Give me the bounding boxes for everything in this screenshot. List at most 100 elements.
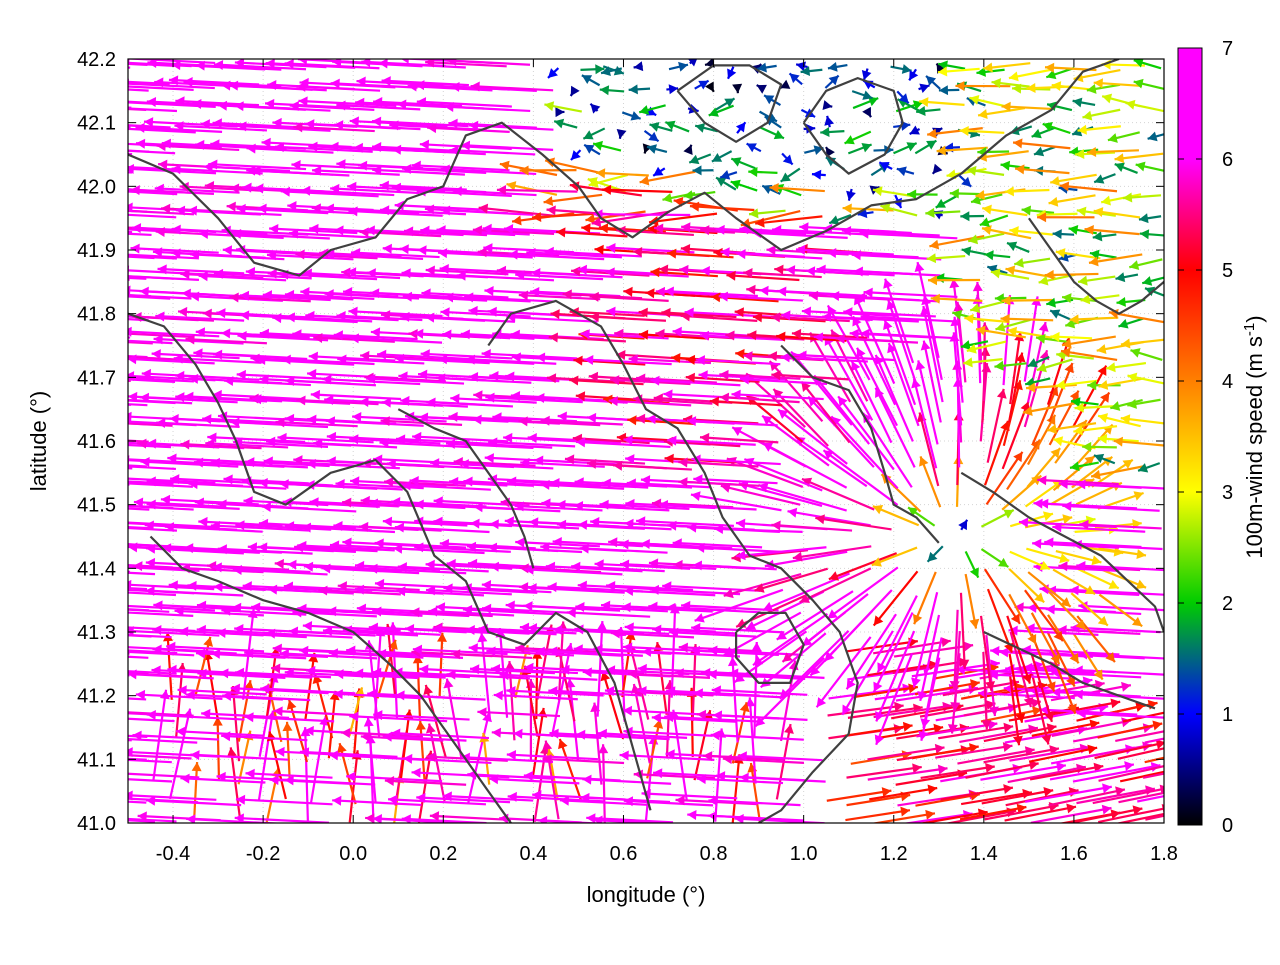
- wind-arrow: [38, 604, 128, 614]
- wind-arrow-head: [121, 285, 130, 295]
- wind-arrow-head: [99, 80, 108, 90]
- wind-arrow-head: [49, 727, 58, 737]
- wind-arrow: [43, 712, 127, 722]
- wind-arrow-head: [57, 203, 66, 213]
- wind-arrow-shaft: [44, 586, 127, 590]
- wind-arrow-head: [79, 75, 88, 85]
- wind-arrow-head: [51, 81, 60, 91]
- wind-arrow-head: [80, 603, 89, 613]
- wind-arrow: [47, 645, 130, 655]
- wind-arrow-head: [100, 793, 109, 803]
- wind-arrow-head: [56, 270, 65, 280]
- wind-arrow-head: [79, 643, 88, 653]
- wind-arrow-head: [57, 117, 66, 127]
- wind-arrow-head: [107, 646, 116, 656]
- wind-arrow-head: [103, 289, 112, 299]
- wind-arrow-head: [67, 433, 76, 443]
- wind-arrow-head: [61, 627, 70, 637]
- wind-arrow-head: [117, 601, 126, 611]
- wind-arrow-head: [101, 733, 110, 743]
- wind-arrow-head: [36, 145, 45, 155]
- wind-arrow-head: [36, 562, 45, 572]
- wind-arrow-head: [118, 642, 127, 652]
- wind-arrow-head: [61, 664, 70, 674]
- wind-arrow-shaft: [536, 650, 537, 719]
- wind-arrow: [44, 581, 127, 591]
- wind-arrow-head: [78, 393, 87, 403]
- wind-arrow-head: [64, 311, 73, 321]
- wind-arrow-head: [1165, 761, 1175, 771]
- wind-arrow-shaft: [29, 294, 127, 299]
- wind-arrow-shaft: [38, 400, 131, 405]
- wind-arrow-head: [38, 773, 47, 783]
- wind-arrow: [29, 289, 127, 299]
- wind-arrow: [41, 666, 130, 676]
- wind-arrow-head: [46, 308, 55, 318]
- wind-arrow-head: [111, 518, 120, 528]
- wind-arrow-head: [90, 223, 99, 233]
- wind-arrow-head: [76, 269, 85, 279]
- wind-arrow-head: [36, 815, 45, 825]
- wind-arrow-head: [88, 208, 97, 218]
- wind-arrow-head: [1212, 781, 1222, 791]
- wind-arrow-head: [56, 690, 65, 700]
- wind-arrow-head: [38, 604, 47, 614]
- wind-arrow-head: [106, 607, 115, 617]
- wind-arrow-head: [36, 688, 45, 698]
- wind-arrow-head: [34, 270, 43, 280]
- wind-arrow-head: [78, 161, 87, 171]
- wind-arrow-shaft: [35, 359, 127, 364]
- wind-arrow-head: [111, 416, 120, 426]
- wind-arrow-head: [50, 348, 59, 358]
- wind-arrow-shaft: [26, 521, 124, 526]
- wind-arrow: [36, 145, 132, 155]
- wind-arrow-head: [49, 372, 58, 382]
- wind-arrow-head: [82, 290, 91, 300]
- wind-arrow: [44, 459, 132, 469]
- wind-arrow-head: [58, 580, 67, 590]
- wind-arrow-head: [77, 350, 86, 360]
- wind-arrow-head: [60, 396, 69, 406]
- wind-arrow-head: [36, 163, 45, 173]
- wind-arrow-head: [54, 601, 63, 611]
- wind-arrow: [38, 773, 128, 783]
- wind-arrow-shaft: [32, 83, 124, 88]
- wind-arrow-head: [119, 518, 128, 528]
- wind-arrow-shaft: [218, 717, 219, 780]
- wind-arrow-head: [105, 138, 114, 148]
- wind-arrow-head: [98, 161, 107, 171]
- wind-arrow-head: [1221, 761, 1231, 771]
- wind-arrow-shaft: [43, 717, 127, 721]
- wind-arrow-head: [34, 244, 43, 254]
- wind-arrow-head: [91, 417, 100, 427]
- wind-arrow-shaft: [36, 149, 132, 154]
- wind-arrow-head: [33, 203, 42, 213]
- wind-arrow-shaft: [37, 416, 130, 421]
- wind-arrow-shaft: [47, 649, 130, 653]
- wind-arrow-head: [79, 585, 88, 595]
- wind-arrow-head: [58, 369, 67, 379]
- wind-arrow-head: [54, 225, 63, 235]
- wind-arrow: [38, 395, 131, 405]
- wind-arrow-head: [75, 334, 84, 344]
- wind-arrow-head: [47, 731, 56, 741]
- wind-arrow-head: [31, 497, 40, 507]
- wind-arrow: [29, 789, 127, 799]
- wind-arrow: [36, 163, 132, 173]
- wind-arrow-shaft: [38, 227, 132, 232]
- wind-arrow-shaft: [46, 103, 132, 107]
- wind-arrow-head: [1223, 806, 1233, 816]
- wind-arrow-head: [111, 707, 120, 717]
- wind-arrow-head: [82, 102, 91, 112]
- wind-arrow-head: [52, 648, 61, 658]
- wind-arrow: [43, 329, 130, 339]
- wind-arrow: [26, 517, 124, 527]
- wind-arrow-head: [122, 412, 131, 422]
- wind-arrow-head: [84, 460, 93, 470]
- wind-arrow: [46, 99, 132, 109]
- wind-arrow-head: [99, 96, 108, 106]
- wind-arrow-head: [29, 625, 38, 635]
- wind-arrow-head: [80, 772, 89, 782]
